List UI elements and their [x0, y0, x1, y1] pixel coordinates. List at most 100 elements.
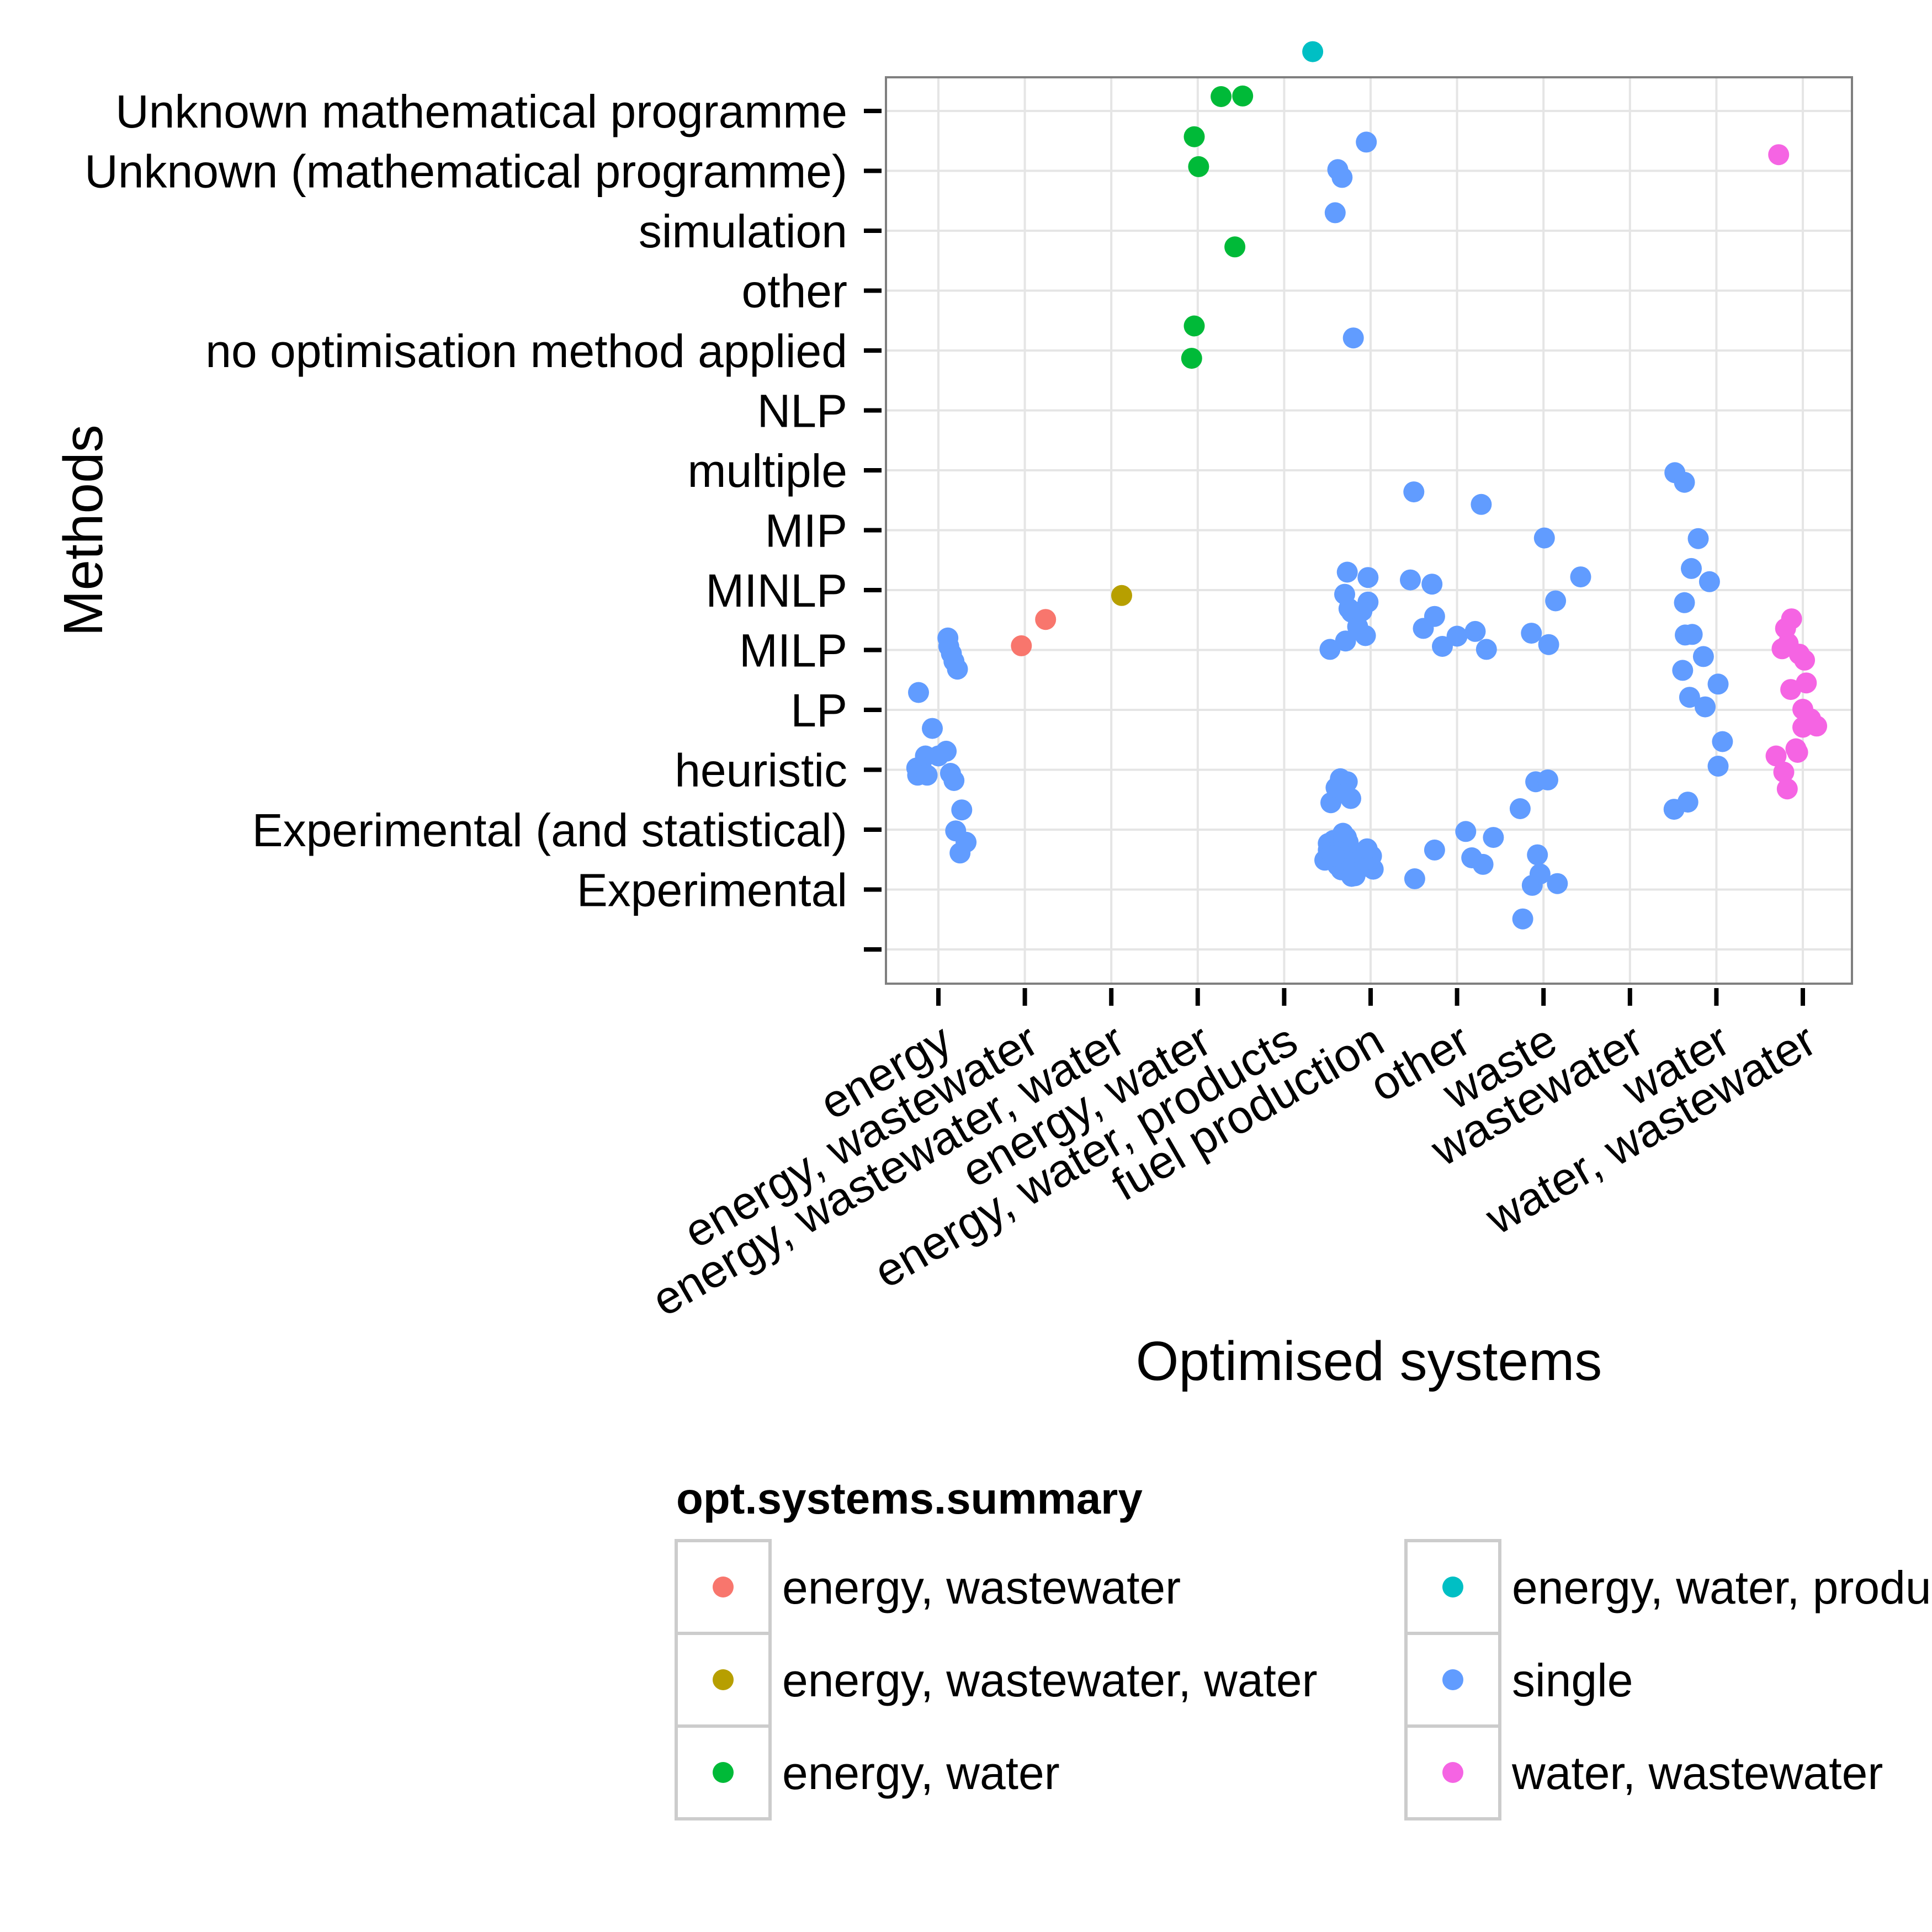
y-tick-label-experimental: Experimental: [577, 864, 847, 916]
legend-swatch-energy-water-products: [1442, 1577, 1463, 1597]
point-energy-water: [1232, 85, 1254, 107]
point-energy-water: [1181, 348, 1202, 369]
legend-label-energy-water: energy, water: [782, 1747, 1060, 1799]
point-single: [1356, 838, 1378, 859]
point-water-wastewater: [1765, 745, 1787, 767]
point-water-wastewater: [1792, 716, 1813, 738]
legend-title: opt.systems.summary: [676, 1474, 1143, 1523]
point-single: [1336, 561, 1358, 583]
point-water-wastewater: [1768, 144, 1790, 166]
legend-label-energy-wastewater-water: energy, wastewater, water: [782, 1654, 1318, 1706]
point-energy-water: [1183, 315, 1205, 337]
point-single: [1424, 839, 1445, 861]
point-single: [908, 682, 929, 703]
point-water-wastewater: [1788, 644, 1810, 665]
point-single: [1475, 639, 1497, 660]
point-single: [1538, 634, 1559, 655]
legend-label-single: single: [1512, 1654, 1633, 1706]
point-single: [1335, 630, 1356, 652]
point-single: [1400, 569, 1421, 591]
point-single: [1342, 327, 1364, 349]
point-single: [1533, 527, 1555, 549]
point-single: [1672, 660, 1694, 681]
point-water-wastewater: [1787, 742, 1808, 763]
point-single: [1695, 696, 1716, 718]
point-single: [1357, 567, 1379, 588]
grid-lines: [886, 77, 1852, 984]
point-single: [1421, 574, 1443, 595]
point-energy-water-products: [1302, 41, 1324, 62]
point-single: [1324, 845, 1345, 867]
y-tick-label-nlp: NLP: [757, 385, 847, 437]
y-tick-label-mip: MIP: [765, 505, 847, 557]
legend-swatch-energy-wastewater-water: [713, 1669, 734, 1690]
point-single: [1404, 868, 1425, 889]
point-single: [916, 765, 938, 786]
point-energy-water: [1183, 126, 1205, 147]
point-single: [1521, 623, 1542, 644]
point-energy-wastewater-water: [1111, 585, 1132, 606]
y-tick-label-unknown-mathematical-programme: Unknown mathematical programme: [115, 86, 847, 137]
point-single: [1341, 866, 1362, 887]
point-single: [1512, 908, 1533, 930]
y-axis-title: Methods: [52, 424, 114, 636]
point-water-wastewater: [1796, 672, 1817, 694]
legend-swatch-single: [1442, 1669, 1463, 1690]
point-water-wastewater: [1773, 761, 1795, 783]
legend-swatch-energy-wastewater: [713, 1577, 734, 1597]
point-single: [1547, 873, 1568, 894]
point-energy-water: [1211, 86, 1232, 107]
point-energy-wastewater: [1011, 635, 1032, 656]
y-axis: Experimental Experimental (and statistica…: [84, 86, 882, 952]
point-single: [1529, 863, 1551, 885]
point-single: [1446, 625, 1468, 647]
point-single: [1483, 827, 1504, 848]
y-tick-label-minlp: MINLP: [705, 565, 847, 617]
legend-swatch-water-wastewater: [1442, 1762, 1463, 1783]
y-tick-label-heuristic: heuristic: [675, 745, 847, 797]
point-single: [1472, 853, 1494, 875]
point-single: [1432, 636, 1453, 657]
y-tick-label-other: other: [742, 266, 847, 317]
point-single: [1699, 571, 1720, 592]
legend-label-energy-wastewater: energy, wastewater: [782, 1562, 1181, 1613]
point-single: [1327, 159, 1349, 181]
y-tick-label-lp: LP: [790, 684, 847, 736]
legend-label-energy-water-products: energy, water, products: [1512, 1562, 1932, 1613]
point-single: [1570, 566, 1591, 588]
point-single: [1681, 624, 1703, 645]
point-single: [1674, 592, 1695, 613]
point-single: [1545, 590, 1567, 612]
point-single: [949, 842, 971, 864]
point-single: [1356, 131, 1377, 153]
point-single: [1424, 606, 1445, 627]
point-single: [937, 627, 959, 649]
y-tick-label-multiple: multiple: [688, 445, 847, 497]
point-single: [1464, 620, 1486, 642]
point-single: [1712, 731, 1733, 752]
y-tick-label-experimental-and-statistical: Experimental (and statistical): [252, 804, 847, 856]
point-energy-water: [1224, 236, 1246, 258]
point-single: [947, 659, 968, 680]
point-single: [1355, 625, 1376, 646]
point-single: [1455, 821, 1477, 842]
point-single: [1537, 769, 1558, 790]
point-single: [1674, 471, 1695, 493]
point-single: [936, 740, 957, 762]
x-axis-title: Optimised systems: [1136, 1330, 1602, 1392]
point-water-wastewater: [1776, 778, 1798, 800]
point-single: [1707, 673, 1729, 695]
legend: opt.systems.summary energy, wastewater en…: [675, 1474, 1932, 1820]
point-water-wastewater: [1771, 638, 1793, 660]
point-energy-wastewater: [1035, 609, 1057, 630]
point-single: [1707, 756, 1729, 777]
point-single: [1319, 639, 1341, 660]
point-single: [940, 763, 961, 784]
point-single: [1403, 481, 1425, 503]
y-tick-label-simulation: simulation: [639, 205, 847, 257]
legend-label-water-wastewater: water, wastewater: [1511, 1747, 1883, 1799]
y-tick-label-milp: MILP: [739, 625, 847, 677]
point-single: [1334, 583, 1355, 605]
